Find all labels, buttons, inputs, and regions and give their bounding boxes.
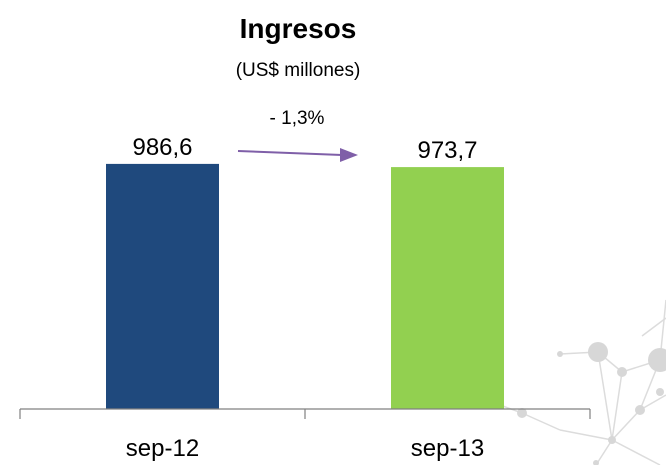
x-axis <box>19 408 591 419</box>
chart-title: Ingresos <box>240 13 357 44</box>
change-arrow-icon <box>237 148 358 162</box>
bar-sep-12 <box>106 163 219 409</box>
chart-subtitle: (US$ millones) <box>236 60 361 81</box>
tick-label-sep-13: sep-13 <box>411 435 484 462</box>
data-label-sep-13: 973,7 <box>417 137 477 164</box>
decorative-network-graphic <box>497 299 666 465</box>
tick-label-sep-12: sep-12 <box>126 435 199 462</box>
change-label: - 1,3% <box>270 108 325 129</box>
bar-sep-13 <box>391 167 504 409</box>
data-label-sep-12: 986,6 <box>132 134 192 161</box>
